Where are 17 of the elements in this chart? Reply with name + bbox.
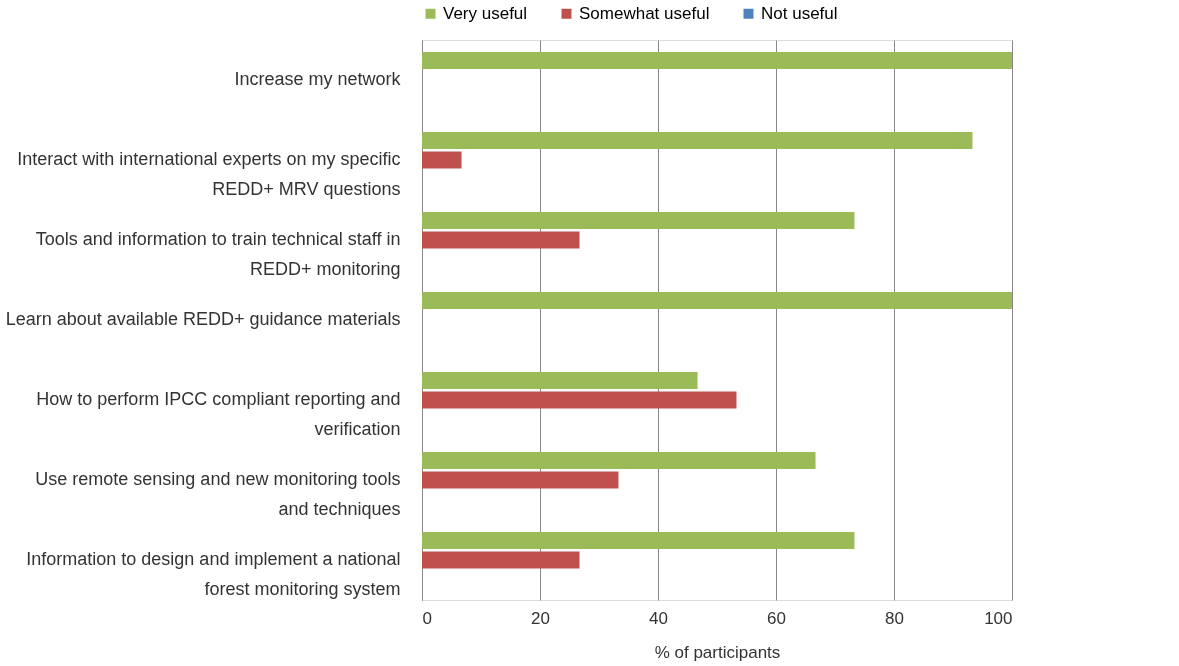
x-tick-label: 100 — [984, 608, 1013, 628]
x-tick-label: 40 — [649, 608, 668, 628]
legend-label: Very useful — [443, 3, 528, 23]
x-tick-label: 20 — [531, 608, 550, 628]
y-tick-label: Learn about available REDD+ guidance materials — [5, 309, 401, 329]
y-tick-label: Use remote sensing and new monitoring tools and techniques — [35, 469, 401, 519]
x-tick-label: 60 — [767, 608, 786, 628]
x-tick-label: 80 — [885, 608, 904, 628]
legend-label: Not useful — [761, 3, 838, 23]
y-tick-label: Increase my network — [234, 69, 402, 89]
y-tick-label: Information to design and implement a national forest monitoring system — [26, 549, 401, 599]
x-tick-label: 0 — [422, 608, 432, 628]
y-tick-label: Tools and information to train technical staff in REDD+ monitoring — [35, 229, 401, 279]
y-tick-label: How to perform IPCC compliant reporting and verification — [36, 389, 401, 439]
x-axis-title: % of participants — [654, 642, 781, 662]
y-tick-label: Interact with international experts on my specific REDD+ MRV questions — [17, 149, 401, 199]
legend-label: Somewhat useful — [579, 3, 710, 23]
